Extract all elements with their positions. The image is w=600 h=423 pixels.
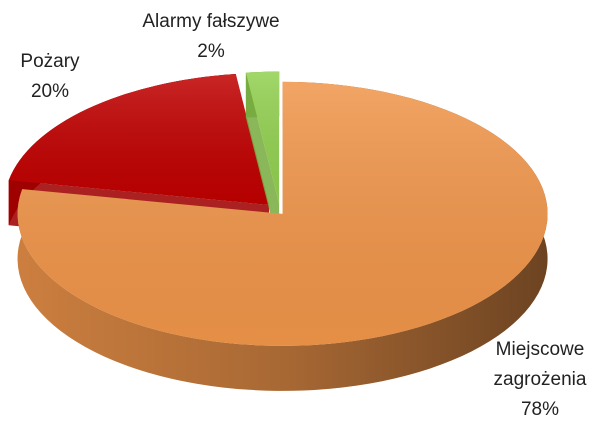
label-line: zagrożenia xyxy=(494,369,587,390)
label-line: Miejscowe xyxy=(496,339,585,360)
slice-highlight xyxy=(8,74,270,206)
slice-label: Alarmy fałszywe xyxy=(142,11,279,32)
slice-value-label: 2% xyxy=(197,41,225,62)
slice-highlight xyxy=(17,81,548,346)
slice-highlight xyxy=(245,71,280,204)
slice-label: Pożary xyxy=(20,51,80,72)
slice-value-label: 20% xyxy=(31,81,69,102)
slice-label: Miejscowe zagrożenia xyxy=(494,339,587,390)
slice-cut xyxy=(245,72,280,249)
slice-cut-shade xyxy=(245,72,280,249)
slice-value-label: 78% xyxy=(521,399,559,420)
